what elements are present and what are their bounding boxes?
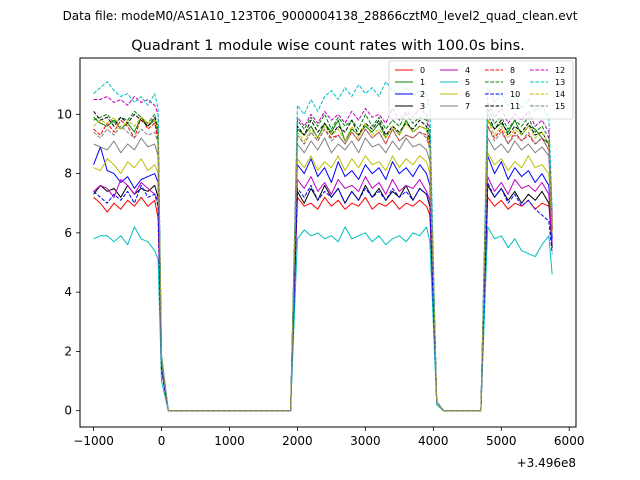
legend-box bbox=[388, 60, 574, 120]
y-axis: 0 2 4 6 8 10 bbox=[57, 107, 80, 418]
x-axis: −1000 0 1000 2000 3000 4000 5000 6000 bbox=[73, 427, 584, 448]
y-tick-label: 0 bbox=[64, 404, 72, 418]
legend-label-15: 15 bbox=[555, 102, 565, 111]
y-tick-label: 8 bbox=[64, 167, 72, 181]
legend-label-11: 11 bbox=[510, 102, 520, 111]
data-file-label: Data file: modeM0/AS1A10_123T06_90000041… bbox=[63, 9, 578, 23]
legend-label-0: 0 bbox=[420, 66, 425, 75]
legend-label-6: 6 bbox=[465, 90, 470, 99]
x-tick-label: 6000 bbox=[554, 434, 585, 448]
legend-label-13: 13 bbox=[555, 78, 565, 87]
legend-label-3: 3 bbox=[420, 102, 425, 111]
legend-label-4: 4 bbox=[465, 66, 470, 75]
legend-label-1: 1 bbox=[420, 78, 425, 87]
y-tick-label: 10 bbox=[57, 107, 72, 121]
series-layer bbox=[93, 81, 553, 412]
x-tick-label: −1000 bbox=[73, 434, 114, 448]
x-tick-label: 0 bbox=[158, 434, 166, 448]
y-tick-label: 6 bbox=[64, 226, 72, 240]
x-tick-label: 1000 bbox=[214, 434, 245, 448]
legend-label-5: 5 bbox=[465, 78, 470, 87]
x-tick-label: 5000 bbox=[486, 434, 517, 448]
x-offset-label: +3.496e8 bbox=[517, 456, 576, 470]
legend-label-8: 8 bbox=[510, 66, 515, 75]
plot-frame bbox=[79, 57, 577, 428]
legend-label-9: 9 bbox=[510, 78, 515, 87]
legend-label-10: 10 bbox=[510, 90, 520, 99]
series-line-15 bbox=[93, 125, 553, 412]
legend-label-7: 7 bbox=[465, 102, 470, 111]
chart-title: Quadrant 1 module wise count rates with … bbox=[131, 38, 525, 54]
legend-label-12: 12 bbox=[555, 66, 565, 75]
y-tick-label: 4 bbox=[64, 285, 72, 299]
x-tick-label: 4000 bbox=[418, 434, 449, 448]
x-tick-label: 2000 bbox=[282, 434, 313, 448]
x-tick-label: 3000 bbox=[350, 434, 381, 448]
y-tick-label: 2 bbox=[64, 344, 72, 358]
legend-label-2: 2 bbox=[420, 90, 425, 99]
legend-label-14: 14 bbox=[555, 90, 565, 99]
